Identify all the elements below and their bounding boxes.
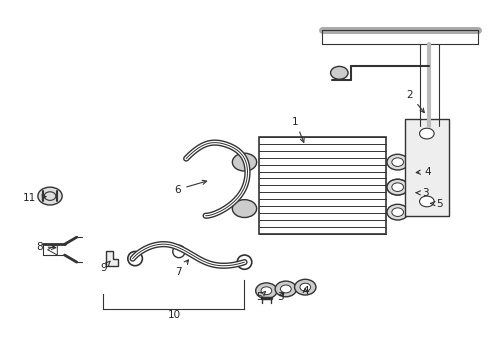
Text: 6: 6 (174, 180, 206, 194)
FancyBboxPatch shape (259, 137, 385, 234)
Polygon shape (404, 119, 448, 216)
Circle shape (386, 179, 407, 195)
Text: 9: 9 (100, 261, 110, 273)
Circle shape (419, 196, 433, 207)
Circle shape (255, 283, 277, 298)
Circle shape (299, 283, 310, 291)
Circle shape (419, 128, 433, 139)
Circle shape (232, 200, 256, 217)
Circle shape (391, 183, 403, 192)
Circle shape (386, 154, 407, 170)
Text: 5: 5 (255, 292, 265, 302)
Circle shape (391, 208, 403, 216)
Text: 4: 4 (302, 286, 308, 296)
Circle shape (330, 66, 347, 79)
Text: 8: 8 (36, 242, 56, 252)
Circle shape (261, 287, 271, 295)
Circle shape (386, 204, 407, 220)
Text: 2: 2 (406, 90, 424, 113)
Circle shape (294, 279, 315, 295)
Text: 7: 7 (175, 260, 188, 277)
Text: 1: 1 (292, 117, 304, 142)
Text: 3: 3 (415, 188, 427, 198)
Circle shape (386, 179, 407, 195)
Circle shape (275, 281, 296, 297)
Text: 10: 10 (167, 310, 180, 320)
Circle shape (280, 285, 290, 293)
Text: 5: 5 (430, 199, 442, 209)
Polygon shape (106, 251, 118, 266)
Circle shape (391, 158, 403, 166)
Circle shape (391, 183, 403, 192)
Circle shape (232, 153, 256, 171)
Text: 11: 11 (23, 193, 46, 203)
Circle shape (38, 187, 62, 205)
Polygon shape (47, 244, 57, 255)
Text: 3: 3 (277, 292, 284, 302)
Text: 4: 4 (415, 167, 430, 177)
